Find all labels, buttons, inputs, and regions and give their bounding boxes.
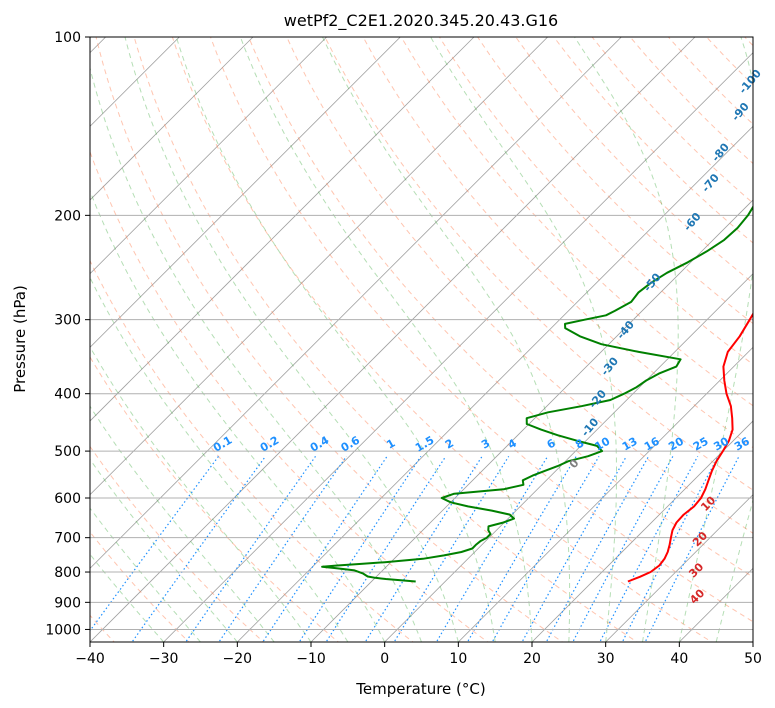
x-tick-label: −10 xyxy=(296,651,326,667)
y-tick-label: 700 xyxy=(54,531,81,547)
x-tick-label: −20 xyxy=(223,651,253,667)
isotherm-line xyxy=(90,37,327,275)
mixing-ratio-labels: 0.1 0.2 0.4 0.6 1 1.5 2 3 4 6 8 10 13 16 20 25 30 36 xyxy=(211,433,752,454)
moist-adiabat-line xyxy=(90,507,201,642)
y-axis: 100 200 300 400 500 600 700 800 900 1000 xyxy=(45,30,90,638)
x-axis-title: Temperature (°C) xyxy=(355,680,485,698)
isotherm-line xyxy=(90,37,548,496)
isotherm-line xyxy=(237,125,753,642)
moist-adiabat-line xyxy=(322,37,571,642)
y-axis-title: Pressure (hPa) xyxy=(11,285,29,393)
dry-adiabat-line xyxy=(90,259,414,642)
temperature-profile-line xyxy=(627,312,753,583)
chart-title: wetPf2_C2E1.2020.345.20.43.G16 xyxy=(284,11,558,31)
y-tick-label: 900 xyxy=(54,595,81,611)
x-tick-label: 0 xyxy=(380,651,389,667)
moist-adiabat-line xyxy=(574,37,679,642)
dry-adiabat-line xyxy=(133,37,638,642)
dry-adiabat-line xyxy=(90,445,265,642)
isotherm-line xyxy=(163,52,753,642)
mixing-ratio-line xyxy=(393,455,510,642)
mixing-ratio-line xyxy=(364,455,483,642)
moist-adiabat-line xyxy=(90,553,165,642)
moist-adiabat-line xyxy=(175,37,496,642)
y-tick-label: 600 xyxy=(54,491,81,507)
isotherm-line xyxy=(90,37,254,201)
moist-adiabat-line xyxy=(239,37,533,642)
y-tick-label: 300 xyxy=(54,313,81,329)
isotherm-line xyxy=(90,37,401,348)
background-lines xyxy=(90,37,753,642)
dry-adiabat-line xyxy=(95,37,564,642)
y-tick-label: 400 xyxy=(54,387,81,403)
isotherm-line xyxy=(605,494,753,642)
isotherm-line xyxy=(531,420,753,642)
mixing-ratio-line xyxy=(325,455,447,642)
x-axis: −40 −30 −20 −10 0 10 20 30 40 50 xyxy=(75,642,762,667)
mixing-ratio-line xyxy=(644,456,740,642)
dry-adiabat-line xyxy=(171,37,713,642)
moist-adiabat-line xyxy=(90,65,422,642)
dry-adiabat-line xyxy=(90,531,190,642)
x-tick-label: 40 xyxy=(670,651,688,667)
y-tick-label: 500 xyxy=(54,444,81,460)
moist-adiabat-line xyxy=(90,405,275,642)
isotherm-line xyxy=(310,199,753,642)
moist-adiabat-line xyxy=(90,189,386,642)
mixing-ratio-line xyxy=(491,455,600,642)
moist-adiabat-line xyxy=(430,37,617,642)
y-tick-label: 200 xyxy=(54,208,81,224)
mixing-ratio-line xyxy=(262,455,388,642)
moist-adiabat-line xyxy=(90,458,238,642)
x-tick-label: 50 xyxy=(744,651,762,667)
isotherm-line xyxy=(384,273,753,642)
x-tick-label: −30 xyxy=(149,651,179,667)
x-tick-label: 30 xyxy=(597,651,615,667)
x-tick-label: 10 xyxy=(449,651,467,667)
y-tick-label: 100 xyxy=(54,30,81,46)
x-tick-label: 20 xyxy=(523,651,541,667)
dry-adiabat-line xyxy=(324,37,753,491)
y-tick-label: 1000 xyxy=(45,622,81,638)
mixing-ratio-line xyxy=(599,456,699,642)
mixing-ratio-line xyxy=(298,455,422,642)
mixing-ratio-line xyxy=(90,455,219,632)
mixing-ratio-line xyxy=(435,455,549,642)
plot-frame xyxy=(89,36,754,643)
moist-adiabat-line xyxy=(124,37,459,642)
dry-adiabat-line xyxy=(209,37,753,623)
isotherm-line xyxy=(458,346,753,642)
mixing-ratio-line xyxy=(131,455,266,642)
y-tick-label: 800 xyxy=(54,565,81,581)
moist-adiabat-line xyxy=(90,276,349,642)
dewpoint-profile-line xyxy=(321,205,753,583)
dry-adiabat-line xyxy=(286,37,753,534)
dry-adiabat-line xyxy=(90,150,489,642)
isotherm-line xyxy=(90,37,622,569)
x-tick-label: −40 xyxy=(75,651,105,667)
pressure-gridlines xyxy=(90,37,753,630)
sounding-profiles xyxy=(321,205,753,583)
isotherm-line xyxy=(90,37,696,642)
isotherm-line xyxy=(90,37,475,422)
mixing-ratio-line xyxy=(466,455,577,642)
